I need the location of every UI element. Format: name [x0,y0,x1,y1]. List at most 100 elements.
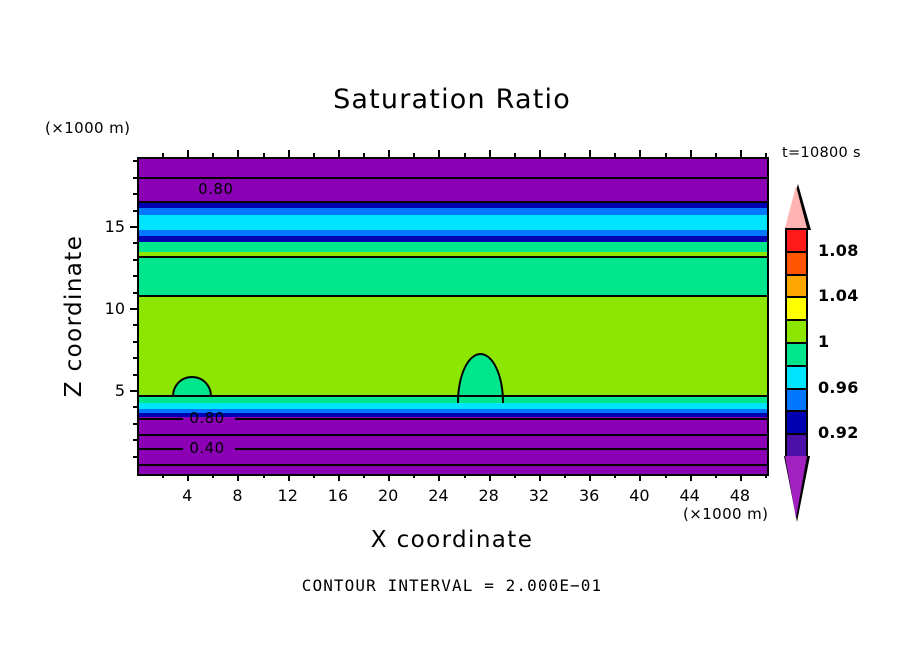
y-minor-tick [133,209,137,212]
x-tick-label: 40 [629,486,650,505]
x-tick-label: 8 [232,486,243,505]
x-top-tick [689,150,692,157]
contour-line [139,201,767,204]
x-top-tick [639,150,642,157]
contour-band [139,241,767,252]
x-top-tick [463,153,466,157]
x-top-tick [564,153,567,157]
x-major-tick [438,474,441,481]
x-tick-label: 20 [378,486,399,505]
x-top-tick [287,150,290,157]
x-minor-tick [765,474,767,478]
contour-value-label: 0.40 [189,438,225,457]
x-tick-label: 12 [277,486,298,505]
x-axis-units: (×1000 m) [683,505,769,523]
y-minor-tick [133,291,137,294]
contour-line [139,176,767,179]
colorbar[interactable] [785,228,808,458]
x-top-tick [337,150,340,157]
contour-interval-note: CONTOUR INTERVAL = 2.000E−01 [301,576,603,595]
contour-value-label: 0.80 [189,409,225,428]
y-minor-tick [133,455,137,458]
y-minor-tick [133,258,137,261]
x-top-tick [212,153,215,157]
contour-band [139,236,767,242]
contour-band [139,214,767,231]
y-minor-tick [133,422,137,425]
x-tick-label: 36 [578,486,600,505]
x-top-tick [388,150,391,157]
x-top-tick [237,150,240,157]
x-major-tick [538,474,541,481]
contour-label-mask [183,417,236,422]
y-major-tick [130,307,137,310]
y-minor-tick [133,193,137,196]
x-tick-label: 32 [528,486,550,505]
contour-bands: 0.80 0.80 0.40 [139,159,767,474]
colorbar-tick-label: 1 [818,332,830,351]
colorbar-segment[interactable] [787,230,806,253]
colorbar-segment[interactable] [787,321,806,344]
contour-band [139,159,767,178]
contour-value-label: 0.80 [198,180,234,199]
y-minor-tick [133,373,137,376]
x-major-tick [689,474,692,481]
y-minor-tick [133,160,137,163]
contour-band [139,295,767,397]
colorbar-top-arrow [785,186,807,228]
contour-plot-area: 0.80 0.80 0.40 [137,157,769,476]
x-minor-tick [614,474,617,478]
x-top-tick [488,150,491,157]
x-minor-tick [463,474,466,478]
y-major-tick [130,225,137,228]
x-top-tick [513,153,516,157]
x-minor-tick [564,474,567,478]
x-minor-tick [262,474,265,478]
x-top-tick [739,150,742,157]
x-top-tick [438,150,441,157]
x-top-tick [162,153,165,157]
colorbar-segment[interactable] [787,252,806,276]
x-tick-label: 4 [182,486,193,505]
colorbar-segment[interactable] [787,412,806,436]
colorbar-segment[interactable] [787,435,806,458]
contour-line [139,395,767,398]
x-minor-tick [664,474,667,478]
colorbar-segment[interactable] [787,389,806,413]
x-top-tick [312,153,315,157]
y-minor-tick [133,176,137,179]
y-minor-tick [133,340,137,343]
y-axis-label: Z coordinate [61,234,87,398]
contour-band [139,251,767,258]
y-minor-tick [133,242,137,245]
contour-line [139,434,767,437]
colorbar-segment[interactable] [787,343,806,367]
x-major-tick [488,474,491,481]
time-annotation: t=10800 s [782,145,861,161]
x-minor-tick [714,474,717,478]
y-minor-tick [133,324,137,327]
colorbar-tick-label: 1.08 [818,240,859,260]
contour-band [139,230,767,237]
contour-band [139,396,767,404]
x-major-tick [589,474,592,481]
x-top-tick [262,153,265,157]
page-title: Saturation Ratio [333,84,571,115]
x-tick-label: 28 [478,486,499,505]
x-top-tick [363,153,366,157]
colorbar-segment[interactable] [787,275,806,299]
x-minor-tick [413,474,416,478]
contour-line [139,256,767,259]
colorbar-segment[interactable] [787,366,806,390]
x-top-tick [538,150,541,157]
x-major-tick [187,474,190,481]
contour-label-mask [183,446,236,451]
x-axis-label: X coordinate [370,527,534,553]
x-major-tick [237,474,240,481]
x-tick-label: 48 [729,486,751,505]
colorbar-segment[interactable] [787,298,806,322]
x-top-tick [187,150,190,157]
contour-line [139,418,767,421]
y-minor-tick [133,275,137,278]
contour-label-mask [192,188,245,193]
